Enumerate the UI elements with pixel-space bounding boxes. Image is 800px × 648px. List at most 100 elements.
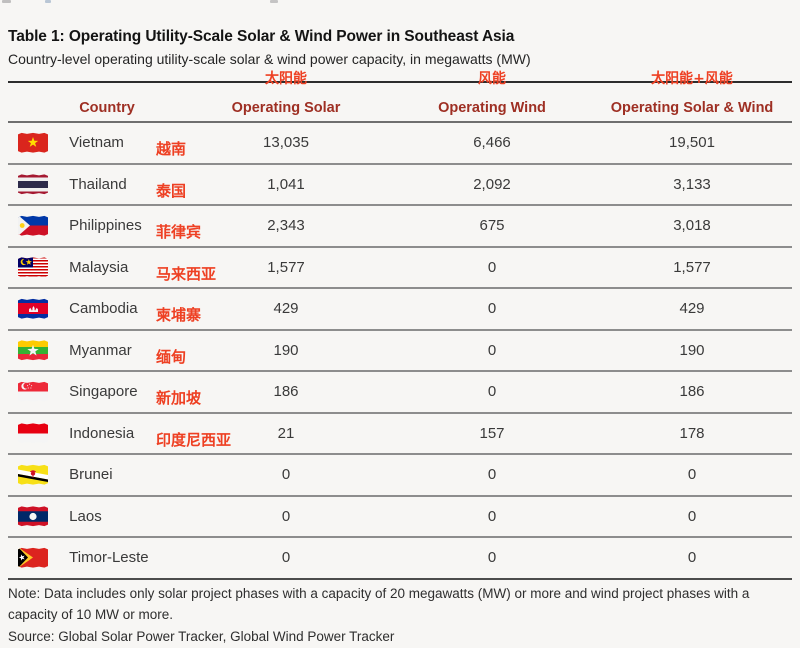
solar-value: 0: [180, 454, 392, 497]
solar-wind-total-value: 0: [592, 454, 792, 497]
solar-value: 1,577: [180, 246, 392, 289]
table-title: Table 1: Operating Utility-Scale Solar &…: [8, 28, 515, 45]
thailand-flag-icon: [18, 174, 48, 195]
solar-wind-total-value: 0: [592, 495, 792, 538]
country-cell: Laos: [8, 495, 180, 538]
country-name: Philippines: [69, 217, 142, 235]
solar-value: 0: [180, 495, 392, 538]
table-row: Singapore 新加坡 186 0 186: [8, 371, 792, 414]
country-name: Cambodia: [69, 300, 138, 318]
cropped-text-fragment: [2, 0, 11, 3]
country-name: Singapore: [69, 383, 138, 401]
country-name: Vietnam: [69, 134, 124, 152]
brunei-flag-icon: [18, 464, 48, 485]
solar-wind-total-value: 3,133: [592, 163, 792, 206]
country-cell: Timor-Leste: [8, 537, 180, 580]
capacity-table: Country 太阳能 Operating Solar 风能 Operating W…: [8, 71, 792, 580]
column-header-solar: 太阳能 Operating Solar: [180, 71, 392, 123]
solar-wind-total-value: 190: [592, 329, 792, 372]
country-annotation-zh: 越南: [156, 140, 187, 158]
wind-value: 0: [392, 246, 592, 289]
country-cell: Thailand 泰国: [8, 163, 186, 206]
country-name: Timor-Leste: [69, 549, 149, 567]
country-annotation-zh: 新加坡: [156, 389, 202, 407]
country-annotation-zh: 印度尼西亚: [156, 430, 232, 449]
wind-value: 0: [392, 329, 592, 372]
wind-value: 157: [392, 412, 592, 455]
wind-value: 0: [392, 454, 592, 497]
singapore-flag-icon: [18, 381, 48, 402]
table-subtitle: Country-level operating utility-scale so…: [8, 51, 531, 67]
wind-value: 0: [392, 537, 592, 580]
table-row: Vietnam 越南 13,035 6,466 19,501: [8, 122, 792, 165]
cropped-text-fragment: [270, 0, 278, 3]
country-name: Thailand: [69, 175, 127, 193]
table-row: Timor-Leste 0 0 0: [8, 537, 792, 580]
table-row: Indonesia 印度尼西亚 21 157 178: [8, 412, 792, 455]
country-annotation-zh: 马来西亚: [156, 264, 217, 283]
country-cell: Indonesia 印度尼西亚: [8, 412, 231, 455]
country-cell: Myanmar 缅甸: [8, 329, 186, 372]
country-name: Malaysia: [69, 258, 129, 276]
header-row: Country 太阳能 Operating Solar 风能 Operating W…: [8, 71, 792, 123]
country-annotation-zh: 缅甸: [156, 347, 187, 366]
solar-value: 21: [180, 412, 392, 455]
country-cell: Vietnam 越南: [8, 122, 186, 165]
solar-value: 13,035: [180, 122, 392, 165]
country-name: Laos: [69, 507, 102, 525]
solar-wind-total-value: 19,501: [592, 122, 792, 165]
solar-wind-total-value: 0: [592, 537, 792, 580]
vietnam-flag-icon: [18, 132, 48, 153]
country-annotation-zh: 柬埔寨: [156, 306, 202, 324]
solar-value: 1,041: [180, 163, 392, 206]
cropped-text-fragment: [45, 0, 51, 3]
solar-wind-total-value: 3,018: [592, 205, 792, 248]
table-body: Vietnam 越南 13,035 6,466 19,501 Thailand …: [8, 122, 792, 580]
country-cell: Philippines 菲律宾: [8, 205, 201, 248]
wind-value: 6,466: [392, 122, 592, 165]
wind-value: 0: [392, 495, 592, 538]
wind-value: 2,092: [392, 163, 592, 206]
column-annotation-solar-wind-zh: 太阳能+风能: [651, 71, 733, 87]
table-row: Malaysia 马来西亚 1,577 0 1,577: [8, 246, 792, 289]
column-header-wind: 风能 Operating Wind: [392, 71, 592, 123]
column-header-wind-label: Operating Wind: [438, 100, 546, 116]
timorleste-flag-icon: [18, 547, 48, 568]
table-row: Cambodia 柬埔寨 429 0 429: [8, 288, 792, 331]
country-annotation-zh: 菲律宾: [156, 223, 202, 241]
table-row: Thailand 泰国 1,041 2,092 3,133: [8, 163, 792, 206]
wind-value: 0: [392, 288, 592, 331]
wind-value: 675: [392, 205, 592, 248]
column-header-solar-wind: 太阳能+风能 Operating Solar & Wind: [592, 71, 792, 123]
solar-value: 190: [180, 329, 392, 372]
table-row: Laos 0 0 0: [8, 495, 792, 538]
column-annotation-solar-zh: 太阳能: [265, 71, 307, 87]
column-header-solar-wind-label: Operating Solar & Wind: [610, 100, 774, 116]
myanmar-flag-icon: [18, 340, 48, 361]
column-annotation-wind-zh: 风能: [478, 71, 506, 87]
country-cell: Cambodia 柬埔寨: [8, 288, 201, 331]
table-source: Source: Global Solar Power Tracker, Glob…: [8, 629, 395, 644]
country-cell: Brunei: [8, 454, 180, 497]
solar-value: 2,343: [180, 205, 392, 248]
column-header-solar-label: Operating Solar: [231, 100, 341, 116]
country-name: Indonesia: [69, 424, 135, 442]
table-row: Philippines 菲律宾 2,343 675 3,018: [8, 205, 792, 248]
solar-value: 0: [180, 537, 392, 580]
solar-value: 186: [180, 371, 392, 414]
solar-wind-total-value: 429: [592, 288, 792, 331]
column-header-country: Country: [8, 82, 180, 123]
solar-wind-total-value: 186: [592, 371, 792, 414]
solar-value: 429: [180, 288, 392, 331]
wind-value: 0: [392, 371, 592, 414]
solar-wind-total-value: 178: [592, 412, 792, 455]
country-annotation-zh: 泰国: [156, 181, 187, 200]
indonesia-flag-icon: [18, 423, 48, 444]
solar-wind-total-value: 1,577: [592, 246, 792, 289]
country-name: Myanmar: [69, 341, 132, 359]
country-name: Brunei: [69, 466, 113, 484]
cambodia-flag-icon: [18, 298, 48, 319]
country-cell: Malaysia 马来西亚: [8, 246, 216, 289]
table-row: Brunei 0 0 0: [8, 454, 792, 497]
